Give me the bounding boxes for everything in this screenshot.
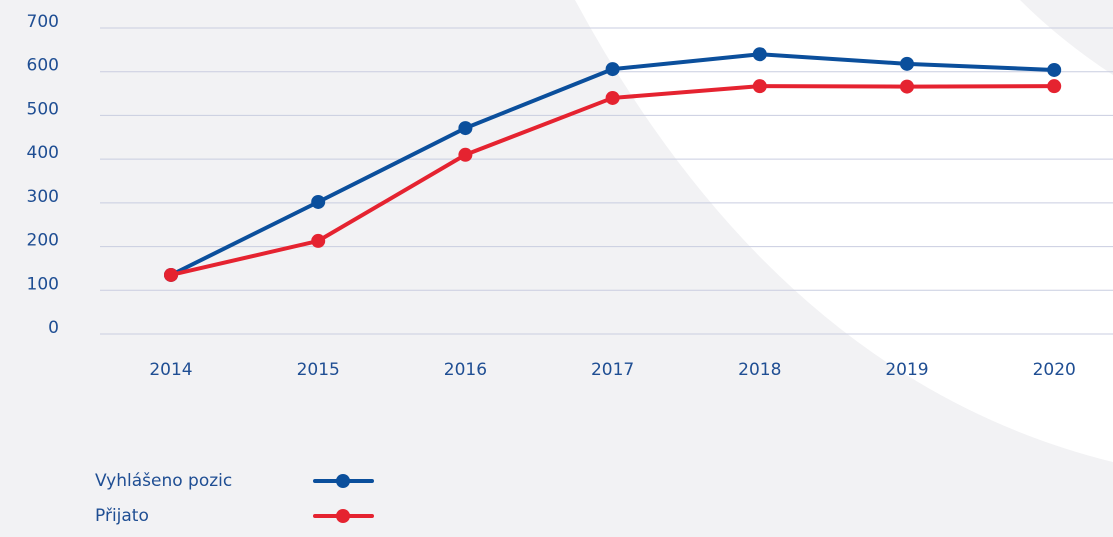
legend-swatch-dot bbox=[336, 509, 350, 523]
y-tick-label: 400 bbox=[27, 143, 59, 163]
point bbox=[458, 121, 473, 136]
x-tick-label: 2017 bbox=[591, 360, 634, 380]
point bbox=[311, 194, 326, 209]
point bbox=[311, 233, 326, 248]
point bbox=[900, 79, 914, 94]
point bbox=[900, 56, 914, 71]
x-tick-label: 2016 bbox=[444, 360, 487, 380]
point bbox=[458, 147, 473, 162]
legend-label: Přijato bbox=[95, 506, 149, 526]
x-tick-label: 2014 bbox=[149, 360, 192, 380]
y-tick-label: 200 bbox=[27, 231, 59, 251]
y-tick-label: 500 bbox=[27, 99, 59, 119]
x-tick-label: 2015 bbox=[297, 360, 340, 380]
y-tick-label: 600 bbox=[27, 56, 59, 76]
x-tick-label: 2018 bbox=[738, 360, 781, 380]
y-tick-label: 0 bbox=[48, 318, 59, 338]
point bbox=[605, 90, 620, 105]
point bbox=[164, 267, 178, 282]
point bbox=[1047, 79, 1062, 94]
legend-label: Vyhlášeno pozic bbox=[95, 471, 232, 491]
y-tick-label: 100 bbox=[27, 274, 59, 294]
point bbox=[752, 79, 767, 94]
x-tick-label: 2019 bbox=[885, 360, 928, 380]
y-tick-label: 300 bbox=[27, 187, 59, 207]
point bbox=[605, 62, 620, 77]
point bbox=[1047, 62, 1062, 77]
legend-swatch-dot bbox=[336, 474, 350, 488]
x-tick-label: 2020 bbox=[1033, 360, 1076, 380]
y-tick-label: 700 bbox=[27, 12, 59, 32]
point bbox=[752, 47, 767, 62]
